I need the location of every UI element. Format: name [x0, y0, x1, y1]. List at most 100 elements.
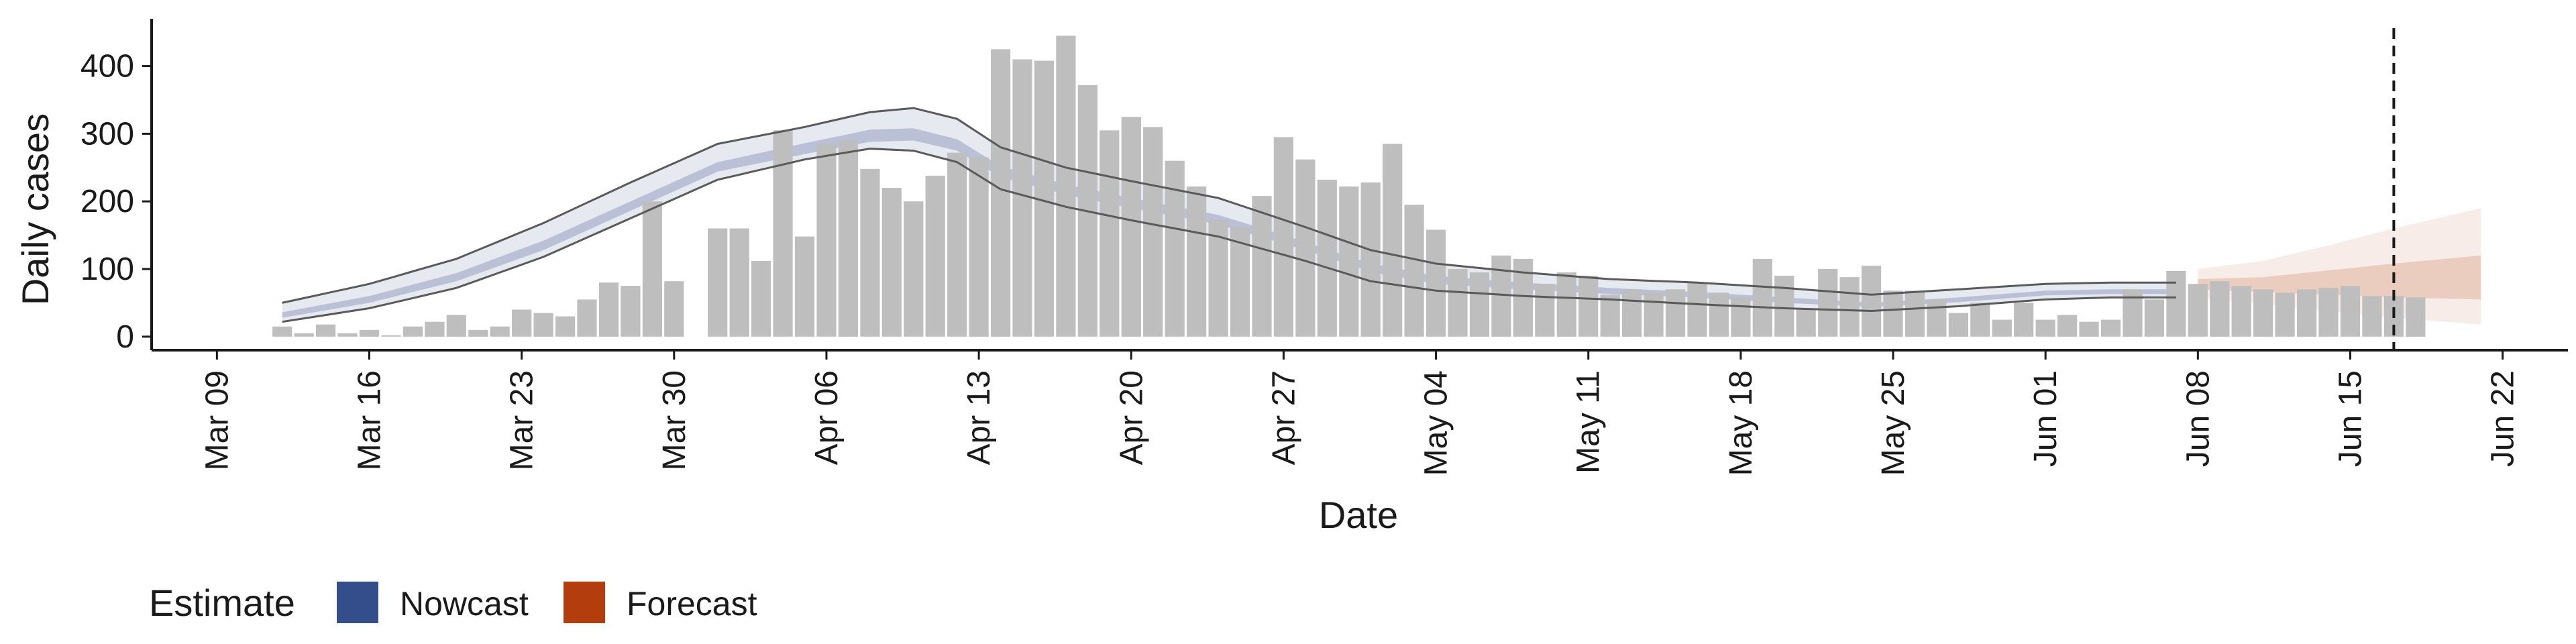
- bar: [2253, 289, 2273, 337]
- bar: [2340, 286, 2361, 337]
- bar: [1273, 137, 1293, 337]
- bar: [1339, 186, 1359, 337]
- x-axis-title: Date: [1319, 494, 1398, 536]
- bar: [2079, 321, 2099, 337]
- bar: [337, 333, 358, 337]
- y-tick-label: 100: [80, 252, 134, 287]
- bar: [1426, 229, 1446, 337]
- x-tick-label: Jun 01: [2028, 370, 2063, 467]
- bar: [2318, 288, 2339, 337]
- bar: [664, 281, 684, 337]
- bar: [1513, 258, 1533, 337]
- bar: [621, 286, 641, 337]
- bar: [860, 168, 880, 337]
- bar: [838, 140, 858, 337]
- bar: [1252, 196, 1272, 337]
- bar: [642, 201, 662, 337]
- bar: [969, 157, 989, 337]
- bar: [1383, 144, 1403, 337]
- bar: [794, 236, 815, 337]
- y-tick-label: 0: [116, 319, 134, 355]
- bar: [991, 49, 1011, 337]
- bar: [1469, 272, 1490, 337]
- bar: [1687, 282, 1707, 337]
- x-tick-label: May 18: [1723, 370, 1759, 476]
- bar: [1187, 186, 1207, 337]
- bar: [751, 260, 771, 337]
- bar: [1992, 319, 2012, 337]
- bar: [2362, 296, 2382, 337]
- x-tick-label: Mar 30: [657, 370, 692, 470]
- y-tick-label: 200: [80, 184, 134, 219]
- bar: [2231, 286, 2251, 337]
- bar: [1578, 276, 1599, 337]
- bar: [1927, 299, 1947, 337]
- bar: [947, 152, 967, 337]
- interval-lines-layer: [282, 107, 2176, 323]
- bar: [294, 333, 314, 337]
- bar: [1622, 289, 1642, 337]
- nowcast-lower-line: [282, 148, 2176, 323]
- bar: [468, 329, 488, 337]
- bar: [1404, 205, 1424, 337]
- bar: [2297, 289, 2317, 337]
- bar: [1556, 272, 1576, 337]
- bar: [316, 324, 336, 337]
- bar: [1208, 220, 1228, 337]
- bar: [1360, 182, 1381, 337]
- bar: [1948, 313, 1968, 337]
- bar: [381, 335, 401, 337]
- nowcast-inner-band-layer: [282, 128, 2176, 318]
- bar: [1143, 127, 1163, 337]
- bar: [773, 130, 793, 337]
- x-tick-label: Mar 23: [504, 370, 540, 470]
- nowcast-outer-band: [282, 108, 2176, 322]
- bar: [2166, 271, 2186, 337]
- bar: [708, 228, 728, 337]
- bar: [1012, 59, 1032, 337]
- x-tick-label: Mar 09: [199, 370, 235, 470]
- x-tick-label: Apr 13: [961, 370, 997, 465]
- bar: [1099, 130, 1120, 337]
- bar: [512, 309, 532, 337]
- bar: [1535, 284, 1555, 337]
- x-tick-label: Jun 08: [2180, 370, 2216, 467]
- bar: [2123, 289, 2143, 337]
- legend-key-forecast: [564, 582, 605, 623]
- bar: [925, 175, 945, 337]
- x-tick-label: Mar 16: [352, 370, 388, 470]
- nowcast-upper-line: [282, 107, 2176, 304]
- bar: [1165, 160, 1185, 337]
- bar: [2275, 292, 2295, 337]
- legend-label-forecast: Forecast: [627, 585, 757, 623]
- y-axis-title: Daily cases: [14, 113, 56, 305]
- bar: [490, 326, 510, 337]
- bar: [425, 321, 445, 337]
- x-tick-label: Apr 27: [1266, 370, 1301, 465]
- bar: [2210, 281, 2230, 337]
- x-tick-label: May 04: [1419, 370, 1454, 476]
- bar: [904, 201, 924, 337]
- bar: [1644, 292, 1664, 337]
- legend-key-nowcast: [337, 582, 378, 623]
- bar: [533, 313, 553, 337]
- bar: [2035, 319, 2055, 337]
- bar: [446, 315, 466, 337]
- bar: [729, 228, 749, 337]
- axes-layer: 0 100 200 300 400 Mar 09 Mar 16 Mar 23 Mar 30 Apr…: [80, 19, 2568, 476]
- bar: [402, 326, 423, 337]
- x-tick-label: Apr 06: [809, 370, 845, 465]
- x-tick-label: May 11: [1571, 370, 1607, 474]
- legend-title: Estimate: [149, 582, 295, 624]
- bar: [1665, 289, 1686, 337]
- bar: [1600, 294, 1620, 337]
- bar: [1818, 269, 1838, 337]
- bar: [555, 316, 576, 337]
- bar: [2100, 319, 2121, 337]
- bar: [1774, 276, 1794, 337]
- bar: [1709, 292, 1729, 337]
- bar: [1839, 277, 1860, 337]
- bar: [1448, 269, 1468, 337]
- bar: [1796, 309, 1816, 337]
